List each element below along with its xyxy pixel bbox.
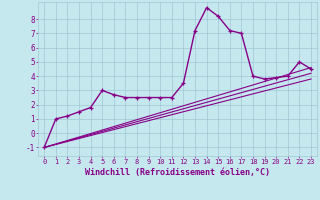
X-axis label: Windchill (Refroidissement éolien,°C): Windchill (Refroidissement éolien,°C) [85, 168, 270, 177]
